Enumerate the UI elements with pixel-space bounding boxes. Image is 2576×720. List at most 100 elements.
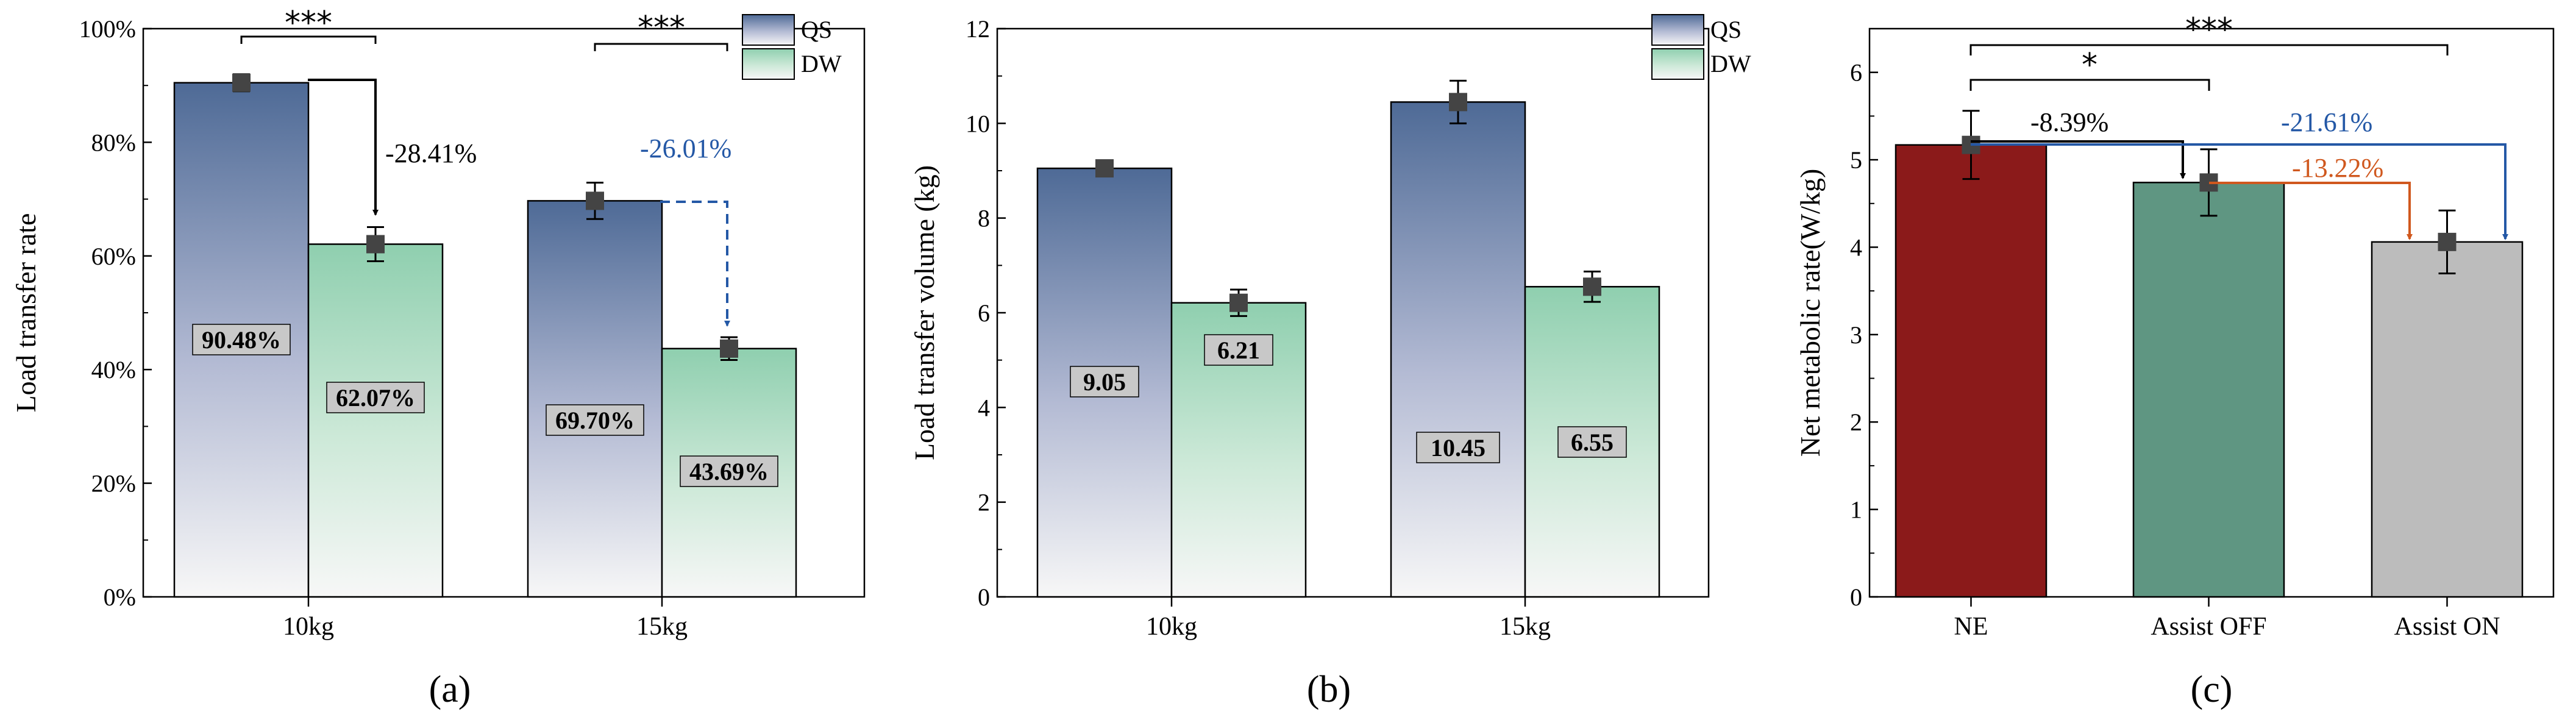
data-label: 10.45 [1431, 434, 1485, 462]
bar-dw-10kg [307, 243, 444, 598]
x-axis: 10kg 15kg [283, 597, 688, 641]
mean-marker [1449, 93, 1467, 112]
legend-label: QS [1710, 16, 1742, 43]
legend-label: DW [801, 50, 842, 77]
legend-label: DW [1710, 50, 1751, 77]
y-tick-label: 4 [978, 394, 990, 421]
y-tick-label: 4 [1850, 233, 1862, 261]
bars: 90.48% 62.07% 69.70% 43.69% [173, 73, 797, 598]
data-label-box [1070, 366, 1139, 397]
x-tick-label: Assist OFF [2151, 613, 2266, 641]
legend-swatch-dw [1651, 48, 1704, 80]
bar-assist-on [2371, 241, 2524, 598]
data-label: 62.07% [336, 384, 415, 412]
data-label: 43.69% [689, 458, 769, 485]
change-label: -13.22% [2292, 153, 2383, 183]
x-tick-label: 15kg [636, 613, 688, 641]
mean-marker [232, 73, 251, 92]
y-tick-label: 0% [104, 583, 136, 611]
y-tick-label: 5 [1850, 146, 1862, 174]
data-label-box [680, 455, 778, 487]
bar-ne [1895, 144, 2048, 598]
panel-caption: (b) [1307, 669, 1351, 710]
y-tick-label: 8 [978, 205, 990, 232]
data-label-box [1557, 426, 1627, 458]
mean-marker [586, 191, 604, 210]
change-arrow [2209, 182, 2413, 240]
mean-marker [366, 235, 385, 254]
y-axis-label: Load transfer rate [10, 213, 41, 413]
y-tick-label: 0 [1850, 583, 1862, 611]
data-label-box [1416, 432, 1500, 463]
data-label: 69.70% [555, 407, 635, 434]
significance-bracket: *** [594, 10, 728, 51]
x-axis: 10kg 15kg [1146, 597, 1551, 641]
data-label-box [192, 324, 291, 355]
change-arrow [308, 79, 379, 216]
y-tick-label: 40% [91, 356, 136, 383]
legend-swatch-dw [742, 48, 795, 80]
change-label: -21.61% [2281, 107, 2372, 137]
mean-marker [1095, 159, 1114, 178]
data-label: 9.05 [1083, 368, 1126, 396]
data-label-box [546, 404, 644, 436]
y-tick-label: 2 [1850, 408, 1862, 436]
mean-marker [720, 339, 738, 358]
significance-bracket: *** [240, 5, 377, 44]
change-arrow [1971, 143, 2508, 240]
legend: QS DW [1651, 14, 1751, 80]
panel-b: 0 2 4 6 8 10 12 9.05 6.21 10.45 6.55 10kg 15kg Loa… [909, 14, 1751, 710]
x-tick-label: 10kg [1146, 613, 1197, 641]
significance-bracket: * [1969, 47, 2210, 91]
legend: QS DW [742, 14, 842, 80]
significance-label: * [2082, 47, 2097, 84]
y-tick-label: 60% [91, 243, 136, 270]
y-tick-label: 3 [1850, 321, 1862, 349]
data-label: 6.55 [1571, 429, 1614, 456]
significance-bracket: *** [1969, 12, 2449, 55]
bar-qs-15kg [527, 200, 663, 598]
change-arrow [660, 201, 730, 327]
legend-label: QS [801, 16, 832, 43]
y-tick-label: 2 [978, 489, 990, 516]
y-tick-label: 20% [91, 470, 136, 497]
y-tick-label: 12 [966, 15, 990, 43]
data-label: 6.21 [1217, 337, 1260, 364]
data-label: 90.48% [202, 326, 281, 354]
change-arrow [1971, 140, 2186, 179]
y-tick-label: 0 [978, 583, 990, 611]
y-tick-label: 6 [1850, 59, 1862, 87]
data-label-box [1204, 334, 1273, 366]
mean-marker [2438, 232, 2457, 251]
y-tick-label: 6 [978, 299, 990, 327]
y-tick-label: 10 [966, 110, 990, 137]
x-tick-label: 15kg [1500, 613, 1551, 641]
y-axis-label: Load transfer volume (kg) [909, 165, 940, 460]
change-label: -26.01% [640, 134, 731, 163]
significance-label: *** [2185, 12, 2233, 48]
x-axis: NE Assist OFF Assist ON [1954, 597, 2500, 641]
y-axis: 0% 20% 40% 60% 80% 100% [79, 15, 152, 611]
y-axis: 0 2 4 6 8 10 12 [966, 15, 1006, 611]
panel-a: 0% 20% 40% 60% 80% 100% 90.48% 62.07% 69.70% 43.… [10, 5, 866, 710]
bars: 9.05 6.21 10.45 6.55 [1036, 79, 1660, 598]
panel-caption: (c) [2191, 669, 2233, 710]
bar-qs-15kg [1390, 101, 1526, 598]
panel-c: 0 1 2 3 4 5 6 NE Assist OFF Assist ON Net metabo… [1795, 12, 2555, 710]
change-label: -8.39% [2030, 107, 2108, 137]
bars [1895, 110, 2524, 598]
data-label-box [326, 382, 425, 413]
y-tick-label: 1 [1850, 496, 1862, 524]
legend-swatch-qs [1651, 14, 1704, 46]
x-tick-label: NE [1954, 613, 1988, 641]
bar-assist-off [2132, 182, 2285, 598]
y-tick-label: 80% [91, 129, 136, 156]
change-label: -28.41% [385, 138, 477, 168]
y-tick-label: 100% [79, 15, 136, 43]
legend-swatch-qs [742, 14, 795, 46]
y-axis-label: Net metabolic rate(W/kg) [1795, 169, 1826, 457]
significance-label: *** [285, 5, 332, 41]
mean-marker [1229, 293, 1248, 312]
x-tick-label: Assist ON [2394, 613, 2500, 641]
